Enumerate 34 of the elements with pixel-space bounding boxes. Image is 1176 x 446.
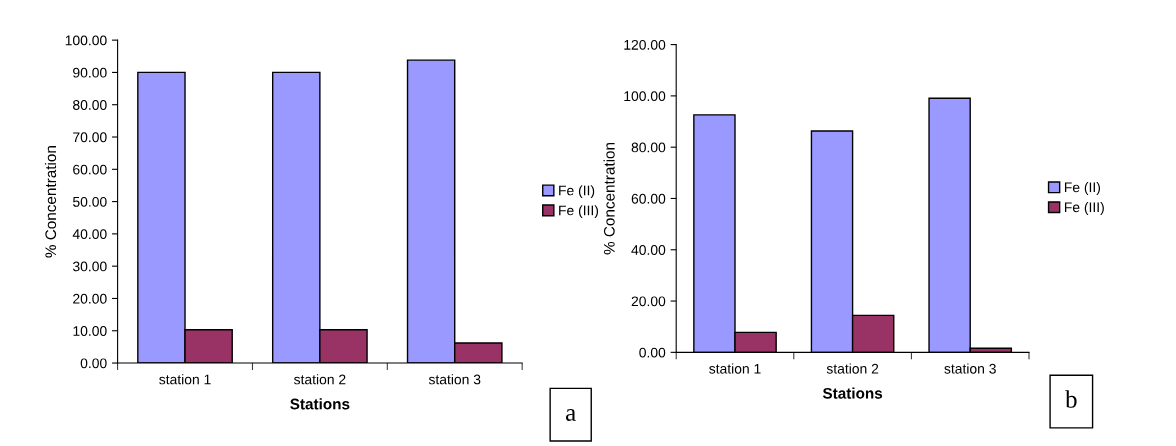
x-tick-label: station 1 xyxy=(159,374,211,385)
x-tick-label: station 2 xyxy=(826,363,879,374)
y-tick-label: 20.00 xyxy=(631,296,666,307)
y-tick-label: 20.00 xyxy=(73,293,107,304)
y-tick-label: 10.00 xyxy=(73,326,107,336)
y-tick-label: 60.00 xyxy=(631,193,666,204)
y-tick-label: 50.00 xyxy=(72,196,107,207)
text: a xyxy=(566,408,576,421)
y-tick-label: 40.00 xyxy=(631,245,666,255)
y-axis-title: % Concentration xyxy=(603,142,615,255)
legend-label: Fe (II) xyxy=(559,185,595,199)
y-tick-label: 70.00 xyxy=(73,132,107,143)
y-tick-label: 0.00 xyxy=(639,347,666,358)
y-tick-label: 90.00 xyxy=(73,67,107,78)
x-tick-label: station 2 xyxy=(294,374,346,385)
x-axis-title: Stations xyxy=(290,398,350,410)
y-axis-title: % Concentration xyxy=(44,146,57,258)
x-tick-label: station 3 xyxy=(944,363,996,374)
y-tick-label: 60.00 xyxy=(73,164,107,175)
x-tick-label: station 1 xyxy=(709,363,761,374)
text: b xyxy=(1065,390,1077,408)
y-tick-label: 0.00 xyxy=(80,358,107,369)
x-tick-label: station 3 xyxy=(428,374,481,385)
legend-label: Fe (II) xyxy=(1064,182,1101,195)
y-tick-label: 80.00 xyxy=(631,142,666,153)
y-tick-label: 100.00 xyxy=(624,91,666,102)
legend-label: Fe (III) xyxy=(1064,202,1104,215)
y-tick-label: 120.00 xyxy=(624,39,666,50)
y-tick-label: 100.00 xyxy=(65,35,107,46)
y-tick-label: 30.00 xyxy=(72,261,107,272)
y-tick-label: 40.00 xyxy=(72,229,107,240)
legend-label: Fe (III) xyxy=(559,205,599,219)
x-axis-title: Stations xyxy=(822,387,883,399)
y-tick-label: 80.00 xyxy=(73,100,107,110)
